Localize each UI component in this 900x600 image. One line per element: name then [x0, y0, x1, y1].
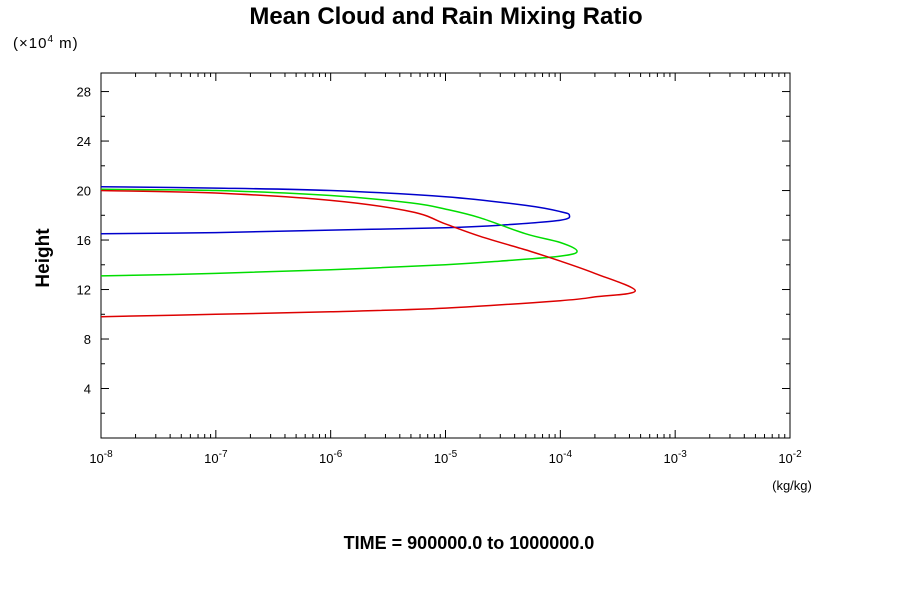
x-tick-label: 10-8 [89, 449, 113, 466]
x-tick-label-exponent: -8 [104, 449, 113, 460]
x-tick-label: 10-2 [778, 449, 802, 466]
x-tick-label-base: 10 [549, 451, 563, 466]
x-tick-label: 10-6 [319, 449, 343, 466]
x-tick-label-exponent: -3 [678, 449, 687, 460]
y-scale-label: (×104 m) [13, 34, 79, 52]
time-range-label: TIME = 900000.0 to 1000000.0 [344, 533, 595, 553]
y-scale-prefix: (×10 [13, 35, 47, 52]
y-tick-label: 8 [84, 332, 91, 347]
y-scale-exponent: 4 [47, 34, 54, 45]
y-tick-label: 16 [77, 233, 91, 248]
x-tick-label-base: 10 [89, 451, 103, 466]
plot-frame [100, 72, 791, 439]
x-tick-label-exponent: -7 [219, 449, 228, 460]
axis-ticks [100, 73, 791, 438]
x-tick-label-exponent: -5 [448, 449, 457, 460]
series-line-2 [100, 188, 578, 277]
x-tick-label: 10-5 [434, 449, 458, 466]
y-tick-label: 20 [77, 184, 91, 199]
y-tick-label: 24 [77, 134, 91, 149]
y-axis-label: Height [33, 228, 54, 288]
series-group [100, 186, 637, 318]
x-tick-label: 10-4 [549, 449, 573, 466]
chart-title: Mean Cloud and Rain Mixing Ratio [249, 3, 642, 30]
series-line-3 [100, 189, 637, 318]
y-tick-label: 4 [84, 382, 91, 397]
x-unit-label: (kg/kg) [772, 478, 812, 493]
series-line-1 [100, 186, 571, 235]
x-tick-label: 10-3 [663, 449, 687, 466]
y-scale-suffix: m) [54, 35, 79, 52]
x-tick-label-exponent: -2 [793, 449, 802, 460]
y-tick-label: 12 [77, 283, 91, 298]
x-tick-label-base: 10 [319, 451, 333, 466]
x-tick-label-exponent: -6 [333, 449, 342, 460]
x-tick-label-base: 10 [204, 451, 218, 466]
x-tick-label: 10-7 [204, 449, 228, 466]
y-tick-label: 28 [77, 85, 91, 100]
x-tick-label-base: 10 [434, 451, 448, 466]
x-tick-label-base: 10 [663, 451, 677, 466]
x-tick-label-exponent: -4 [563, 449, 572, 460]
x-tick-label-base: 10 [778, 451, 792, 466]
